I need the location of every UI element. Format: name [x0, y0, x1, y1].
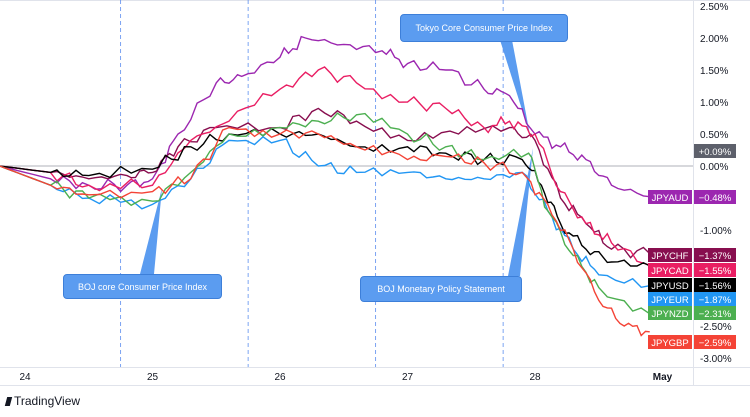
series-name-label: JPYEUR [651, 295, 689, 306]
annotation-text: BOJ core Consumer Price Index [77, 281, 208, 292]
y-tick-label: -3.00% [700, 354, 732, 365]
annotation-pointer [140, 188, 162, 274]
tradingview-icon [4, 396, 13, 406]
x-tick-label: 27 [402, 372, 414, 383]
y-tick-label: 1.00% [700, 98, 728, 109]
series-line-jpyeur [0, 135, 650, 289]
x-tick-label: 25 [147, 372, 159, 383]
series-value-tag [694, 292, 736, 306]
y-tick-label: 0.00% [700, 162, 728, 173]
series-last-value: −2.59% [699, 338, 732, 349]
series-name-label: JPYGBP [651, 338, 689, 349]
y-tick-label: -2.50% [700, 322, 732, 333]
series-last-value: −1.37% [699, 251, 732, 262]
series-line-jpycad [0, 66, 650, 266]
y-tick-label: 2.00% [700, 34, 728, 45]
series-last-value: −2.31% [699, 309, 732, 320]
annotation-text: Tokyo Core Consumer Price Index [415, 23, 553, 33]
x-tick-label: May [653, 372, 673, 383]
series-value-tag [694, 335, 736, 349]
annotation-pointer [508, 148, 533, 276]
series-value-tag [694, 248, 736, 262]
series-last-value: −1.56% [699, 281, 732, 292]
series-line-jpyusd [0, 127, 651, 267]
series-line-jpychf [0, 107, 651, 259]
series-name-tag [648, 190, 692, 204]
current-marker-tag [694, 144, 736, 158]
series-value-tag [694, 306, 736, 320]
series-name-tag [648, 248, 692, 262]
series-name-label: JPYCHF [652, 251, 689, 262]
y-tick-label: 0.50% [700, 130, 728, 141]
y-tick-label: 1.50% [700, 66, 728, 77]
series-last-value: −1.55% [699, 266, 732, 277]
series-name-tag [648, 263, 692, 277]
y-tick-label: -1.00% [700, 226, 732, 237]
y-tick-label: 2.50% [700, 2, 728, 13]
branding-text: TradingView [14, 394, 81, 408]
x-tick-label: 26 [274, 372, 286, 383]
series-line-jpyaud [0, 35, 650, 198]
annotation-boj-policy[interactable]: BOJ Monetary Policy Statement [360, 276, 522, 302]
series-name-tag [648, 335, 692, 349]
annotation-tokyo-cpi[interactable]: Tokyo Core Consumer Price Index [400, 14, 568, 42]
series-name-label: JPYAUD [652, 193, 689, 204]
series-line-jpygbp [0, 126, 650, 337]
series-name-tag [648, 278, 692, 292]
current-marker-value: +0.09% [699, 147, 732, 158]
x-tick-label: 24 [19, 372, 31, 383]
x-tick-label: 28 [529, 372, 541, 383]
series-value-tag [694, 263, 736, 277]
series-name-tag [648, 306, 692, 320]
series-name-label: JPYCAD [651, 266, 689, 277]
series-last-value: −1.87% [699, 295, 732, 306]
tradingview-logo[interactable]: TradingView [4, 394, 81, 408]
annotation-boj-cpi[interactable]: BOJ core Consumer Price Index [63, 274, 222, 299]
series-value-tag [694, 190, 736, 204]
series-value-tag [694, 278, 736, 292]
series-name-label: JPYUSD [651, 281, 689, 292]
series-name-label: JPYNZD [652, 309, 689, 320]
series-name-tag [648, 292, 692, 306]
annotation-text: BOJ Monetary Policy Statement [377, 284, 505, 294]
series-last-value: −0.48% [699, 193, 732, 204]
